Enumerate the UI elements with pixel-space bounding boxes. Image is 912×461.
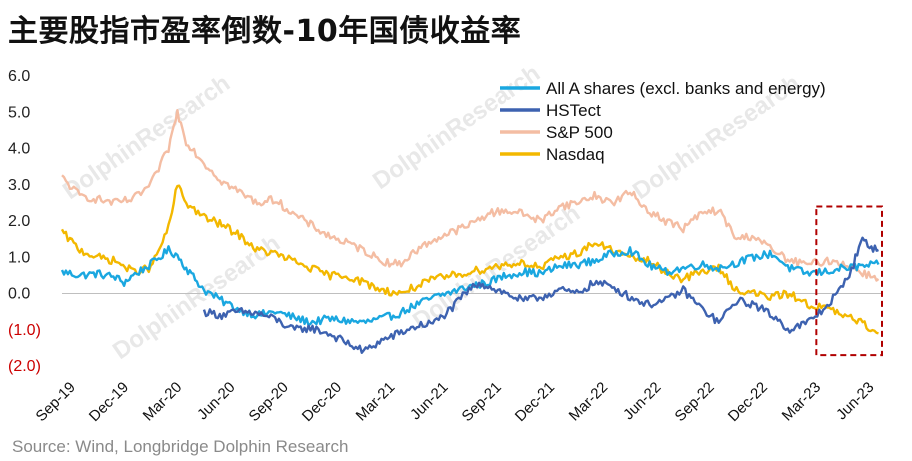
y-axis-ticks: 6.0 5.0 4.0 3.0 2.0 1.0 0.0 (1.0) (2.0) [8,68,41,375]
y-tick-label: 3.0 [8,177,30,194]
x-tick-label: Jun-20 [194,379,238,423]
legend: All A shares (excl. banks and energy) HST… [500,79,826,164]
x-tick-label: Jun-21 [407,379,451,423]
y-tick-label: 0.0 [8,286,30,303]
y-tick-label: 6.0 [8,68,30,85]
x-tick-label: Dec-21 [512,379,558,425]
x-axis-ticks: Sep-19 Dec-19 Mar-20 Jun-20 Sep-20 Dec-20 Mar-… [33,379,878,425]
legend-label: S&P 500 [546,123,613,142]
series-lines [60,109,880,354]
x-tick-label: Mar-21 [353,379,399,425]
highlight-box [815,205,883,357]
legend-label: All A shares (excl. banks and energy) [546,79,826,98]
y-tick-label: 4.0 [8,141,30,158]
watermark-text: DolphinResearch [368,60,545,195]
y-tick-label: (1.0) [8,322,41,339]
x-tick-label: Mar-20 [140,379,186,425]
legend-label: HSTect [546,101,601,120]
legend-label: Nasdaq [546,145,605,164]
y-tick-label: (2.0) [8,358,41,375]
highlight-box-layer [815,205,883,357]
source-note: Source: Wind, Longbridge Dolphin Researc… [12,437,349,456]
series-line [61,109,880,282]
series-line [60,245,880,327]
y-tick-label: 1.0 [8,249,30,266]
x-tick-label: Jun-23 [833,379,877,423]
x-tick-label: Mar-22 [566,379,612,425]
x-tick-label: Sep-19 [33,379,79,425]
y-tick-label: 5.0 [8,104,30,121]
chart-title: 主要股指市盈率倒数-10年国债收益率 [8,14,522,49]
series-line [60,184,879,335]
x-tick-label: Mar-23 [779,379,825,425]
x-tick-label: Sep-22 [672,379,718,425]
x-tick-label: Jun-22 [620,379,664,423]
x-tick-label: Dec-22 [725,379,771,425]
x-tick-label: Sep-20 [246,379,292,425]
x-tick-label: Sep-21 [459,379,505,425]
y-tick-label: 2.0 [8,213,30,230]
watermark-text: DolphinResearch [58,70,235,205]
x-tick-label: Dec-19 [86,379,132,425]
watermark-layer: DolphinResearch DolphinResearch DolphinRes… [58,60,805,365]
series-line [202,236,879,354]
x-tick-label: Dec-20 [299,379,345,425]
